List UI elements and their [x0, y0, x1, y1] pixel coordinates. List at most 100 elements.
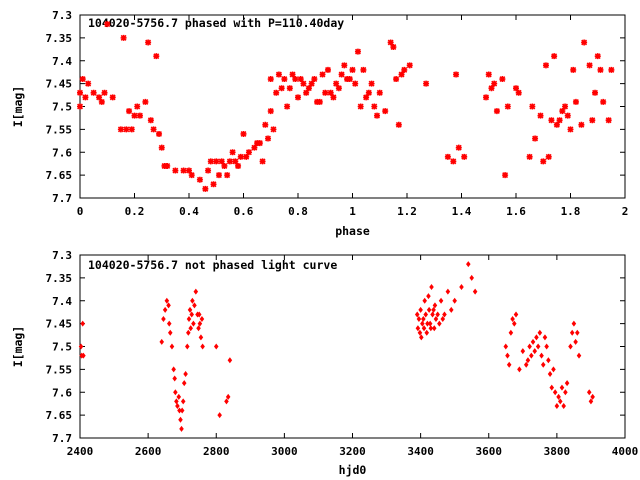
chart-1-data-point — [335, 85, 342, 92]
chart-2-data-point — [180, 398, 186, 405]
chart-2-y-tick-label: 7.55 — [46, 363, 73, 376]
chart-1-x-tick-label: 0.2 — [125, 205, 145, 218]
chart-2-y-tick-label: 7.7 — [52, 432, 72, 445]
chart-1-data-point — [237, 153, 244, 160]
chart-1-data-point — [548, 117, 555, 124]
chart-1-data-point — [363, 94, 370, 101]
chart-1-data-point — [374, 112, 381, 119]
chart-1-data-point — [235, 162, 242, 169]
chart-1-data-point — [581, 39, 588, 46]
chart-1-data-point — [186, 167, 192, 174]
chart-1-data-point — [205, 167, 212, 174]
chart-2-data-point — [414, 311, 420, 318]
chart-1-data-point — [90, 89, 97, 96]
chart-2-data-point — [530, 338, 536, 345]
chart-1-data-point — [172, 167, 179, 174]
chart-1-data-point — [354, 48, 361, 55]
chart-1-data-point — [406, 62, 413, 69]
chart-1-y-tick-label: 7.6 — [52, 146, 72, 159]
chart-1-data-point — [564, 112, 571, 119]
chart-2-data-point — [418, 306, 423, 313]
chart-2-data-point — [199, 316, 205, 323]
chart-1-y-tick-label: 7.35 — [46, 32, 73, 45]
chart-1-data-point — [423, 80, 430, 87]
chart-1-data-point — [311, 76, 318, 83]
chart-1-data-point — [281, 76, 288, 83]
chart-1-y-tick-label: 7.5 — [52, 101, 72, 114]
chart-1-data-point — [147, 117, 154, 124]
chart-2-data-point — [419, 334, 424, 341]
chart-2-data-point — [561, 402, 566, 409]
chart-2-y-tick-label: 7.5 — [52, 341, 72, 354]
chart-2-data-point — [564, 380, 570, 387]
chart-1-data-point — [256, 140, 263, 147]
chart-2-data-point — [547, 370, 553, 377]
chart-1-data-point — [243, 153, 250, 160]
chart-2-data-point — [568, 343, 573, 350]
chart-2-data-point — [198, 334, 204, 341]
chart-1-data-point — [540, 158, 547, 165]
chart-2-data-point — [185, 343, 190, 350]
chart-1-data-point — [513, 85, 519, 92]
chart-2-data-point — [169, 343, 175, 350]
chart-1-data-point — [289, 71, 296, 78]
chart-2-data-point — [213, 343, 219, 350]
chart-2-data-point — [512, 320, 517, 327]
chart-2-x-tick-label: 2600 — [135, 445, 162, 458]
chart-2-data-point — [428, 325, 434, 332]
chart-2-data-point — [183, 370, 188, 377]
chart-1-data-point — [188, 172, 195, 179]
chart-1-data-point — [395, 121, 402, 128]
chart-2-data-point — [200, 343, 205, 350]
chart-1-data-point — [365, 89, 372, 96]
chart-1-data-point — [390, 44, 397, 51]
chart-2-data-point — [217, 412, 222, 419]
chart-2-x-tick-label: 2800 — [203, 445, 230, 458]
chart-1-data-point — [368, 80, 375, 87]
chart-1-x-tick-label: 1.8 — [561, 205, 581, 218]
chart-2-data-point — [224, 398, 229, 405]
chart-2-data-point — [417, 329, 423, 336]
chart-2-data-point — [172, 375, 177, 382]
chart-2-title: 104020-5756.7 not phased light curve — [88, 258, 337, 272]
chart-1-data-point — [207, 158, 214, 165]
chart-2-x-axis-label: hjd0 — [339, 463, 367, 477]
chart-1-x-tick-label: 0.8 — [288, 205, 308, 218]
chart-1-data-point — [608, 66, 615, 73]
chart-2-data-point — [188, 325, 193, 332]
chart-2-x-tick-label: 3400 — [407, 445, 434, 458]
chart-1-data-point — [120, 34, 127, 41]
chart-1-data-point — [316, 98, 323, 105]
chart-1-data-point — [589, 117, 596, 124]
chart-1-data-point — [360, 66, 367, 73]
chart-2-data-point — [571, 320, 577, 327]
chart-2-y-tick-label: 7.45 — [46, 318, 73, 331]
chart-1-data-point — [444, 153, 451, 160]
chart-1-data-point — [262, 121, 269, 128]
chart-2-data-point — [449, 306, 454, 313]
chart-1-data-point — [570, 66, 577, 73]
chart-1-data-point — [259, 158, 266, 165]
chart-2-data-point — [510, 316, 515, 323]
chart-1-data-point — [319, 71, 326, 78]
chart-2-data-point — [525, 357, 531, 364]
chart-1-data-point — [553, 121, 560, 128]
chart-2-data-point — [191, 320, 196, 327]
chart-1-data-point — [153, 53, 160, 60]
chart-2-data-point — [179, 407, 185, 414]
chart-1-data-point — [352, 80, 359, 87]
chart-2-data-point — [586, 389, 592, 396]
chart-1-data-point — [567, 126, 574, 133]
chart-2-data-point — [575, 329, 580, 336]
chart-1-data-point — [79, 76, 86, 83]
chart-1-data-point — [300, 80, 307, 87]
chart-2-data-point — [78, 343, 84, 350]
chart-1-data-point — [240, 130, 247, 137]
chart-1-data-point — [562, 103, 569, 110]
chart-2-data-point — [429, 284, 434, 291]
chart-1-data-point — [278, 85, 285, 92]
chart-1-data-point — [292, 76, 299, 83]
chart-1-data-point — [483, 94, 490, 101]
chart-1-data-point — [104, 21, 111, 28]
chart-2-data-point — [196, 325, 201, 332]
